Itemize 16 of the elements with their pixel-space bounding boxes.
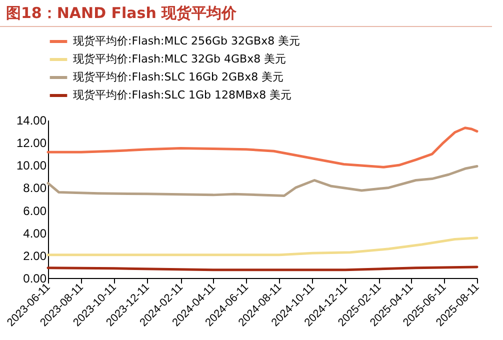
line-series (46, 165, 478, 197)
legend-label: 现货平均价:Flash:SLC 1Gb 128MBx8 美元 (73, 88, 292, 102)
legend-label: 现货平均价:Flash:SLC 16Gb 2GBx8 美元 (73, 70, 284, 84)
legend-label: 现货平均价:Flash:MLC 32Gb 4GBx8 美元 (73, 52, 286, 66)
y-tick-label: 8.00 (23, 181, 47, 196)
y-tick-label: 2.00 (23, 248, 47, 263)
y-tick-label: 6.00 (23, 204, 47, 218)
y-tick-label: 12.00 (16, 136, 47, 150)
y-tick-label: 10.00 (16, 158, 47, 173)
y-tick-label: 0.00 (23, 272, 47, 286)
y-tick-label: 4.00 (23, 226, 47, 240)
y-tick-label: 14.00 (16, 114, 47, 128)
line-series (46, 126, 478, 168)
chart-title: 图18：NAND Flash 现货平均价 (0, 0, 492, 27)
legend-label: 现货平均价:Flash:MLC 256Gb 32GBx8 美元 (73, 34, 300, 48)
line-series (46, 236, 478, 256)
